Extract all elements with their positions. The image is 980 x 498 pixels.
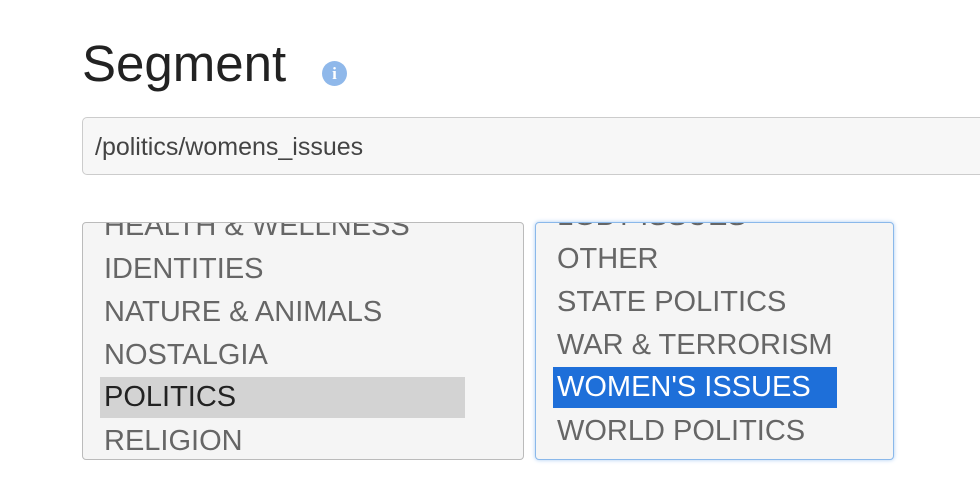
list-item[interactable]: WORLD POLITICS [557,415,806,447]
list-item[interactable]: NATURE & ANIMALS [104,296,383,328]
list-item-selected[interactable]: WOMEN'S ISSUES [553,367,837,408]
list-item[interactable]: OTHER [557,243,659,275]
list-item[interactable]: RELIGION [104,425,243,457]
list-item[interactable]: STATE POLITICS [557,286,787,318]
list-item[interactable]: LGBT ISSUES [536,223,893,238]
heading: Segment [82,35,287,92]
info-icon[interactable]: i [322,61,347,86]
list-item[interactable]: HEALTH & WELLNESS [104,222,410,242]
list-item[interactable]: IDENTITIES [104,253,264,285]
list-items: HEALTH & WELLNESS IDENTITIES NATURE & ANIM… [83,222,523,459]
text-input[interactable]: /politics/womens_issues [82,117,980,175]
list-item-selected[interactable]: POLITICS [100,377,465,418]
list-box[interactable]: HEALTH & WELLNESS IDENTITIES NATURE & ANIM… [82,222,524,460]
list-item[interactable]: NOSTALGIA [104,339,268,371]
list-box[interactable]: LGBT ISSUES OTHER STATE POLITICS WAR & TERR… [535,222,894,460]
list-items: LGBT ISSUES OTHER STATE POLITICS WAR & TERR… [536,223,893,453]
list-item[interactable]: WAR & TERRORISM [557,329,833,361]
